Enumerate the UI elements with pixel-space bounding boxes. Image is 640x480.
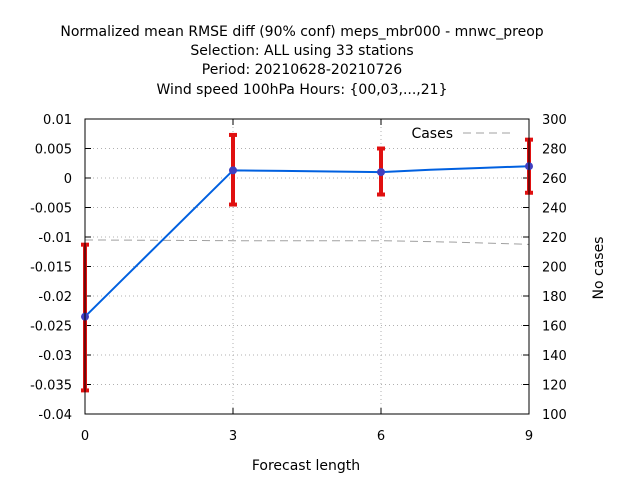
y2-tick-label: 280 — [542, 143, 567, 158]
y2-tick-label: 220 — [542, 231, 567, 246]
cases-series — [84, 239, 530, 245]
x-tick-label: 3 — [229, 429, 237, 444]
y-tick-label: -0.005 — [30, 202, 72, 217]
y2-tick-label: 120 — [542, 379, 567, 394]
x-axis-title: Forecast length — [252, 458, 360, 474]
y-tick-label: -0.03 — [38, 349, 72, 364]
y-tick-label: -0.04 — [38, 408, 72, 423]
y-tick-label: -0.025 — [30, 320, 72, 335]
data-point — [377, 168, 385, 177]
error-bars — [81, 132, 533, 393]
cases-line — [84, 239, 530, 245]
y2-tick-label: 300 — [542, 113, 567, 128]
y-tick-label: 0.01 — [43, 113, 72, 128]
x-tick-label: 0 — [81, 429, 89, 444]
y-tick-label: -0.015 — [30, 261, 72, 276]
y-tick-label: 0 — [64, 172, 72, 187]
title-line-3: Period: 20210628-20210726 — [202, 62, 402, 78]
y2-tick-label: 160 — [542, 320, 567, 335]
y2-tick-label: 100 — [542, 408, 567, 423]
y2-axis-title: No cases — [591, 237, 607, 300]
y2-tick-label: 260 — [542, 172, 567, 187]
data-point — [229, 166, 237, 175]
title-line-1: Normalized mean RMSE diff (90% conf) mep… — [60, 24, 543, 40]
title-line-4: Wind speed 100hPa Hours: {00,03,...,21} — [157, 82, 448, 98]
y2-tick-label: 200 — [542, 261, 567, 276]
grid-lines — [85, 119, 529, 414]
legend-label-cases: Cases — [411, 126, 453, 142]
legend: Cases — [411, 126, 510, 142]
y2-tick-label: 240 — [542, 202, 567, 217]
chart-title: Normalized mean RMSE diff (90% conf) mep… — [60, 24, 543, 98]
plot-frame — [84, 118, 530, 415]
y-tick-label: -0.01 — [38, 231, 72, 246]
y-tick-label: -0.02 — [38, 290, 72, 305]
rmse-diff-line — [84, 165, 530, 318]
y-tick-label: -0.035 — [30, 379, 72, 394]
y-tick-label: 0.005 — [35, 143, 72, 158]
tick-labels: 0.01 0.005 0 -0.005 -0.01 -0.015 -0.02 -0.025 -0… — [30, 113, 567, 444]
y2-tick-label: 140 — [542, 349, 567, 364]
data-markers — [81, 162, 533, 321]
y2-tick-label: 180 — [542, 290, 567, 305]
rmse-diff-series — [84, 165, 530, 318]
x-tick-label: 9 — [525, 429, 533, 444]
title-line-2: Selection: ALL using 33 stations — [190, 43, 413, 59]
x-tick-label: 6 — [377, 429, 385, 444]
